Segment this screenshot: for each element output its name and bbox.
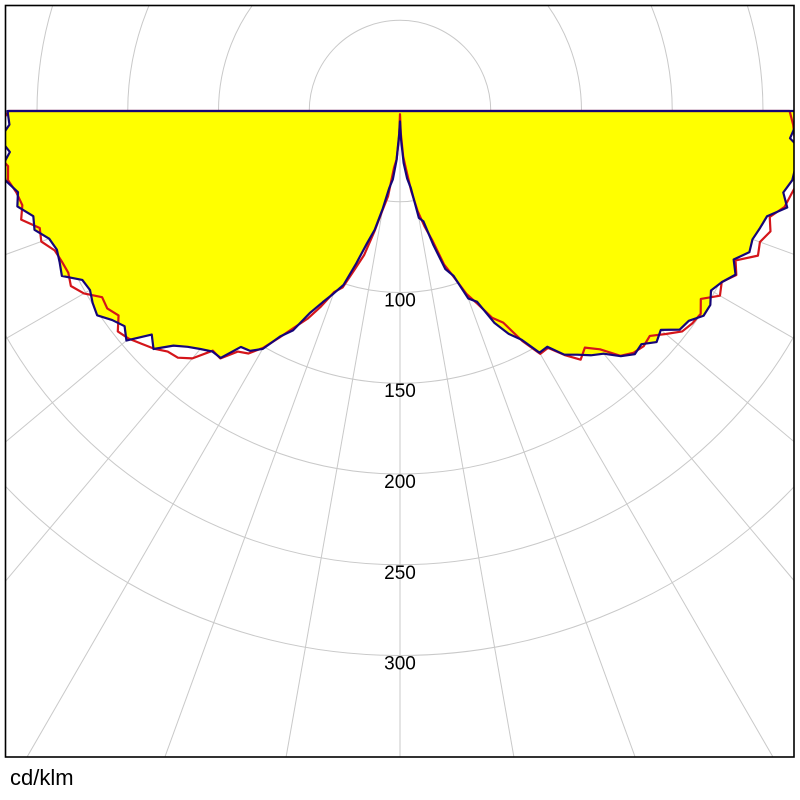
svg-text:250: 250 [384, 563, 416, 584]
svg-text:300: 300 [384, 654, 416, 675]
svg-text:150: 150 [384, 381, 416, 402]
svg-text:200: 200 [384, 472, 416, 493]
svg-text:cd/klm: cd/klm [10, 765, 74, 790]
svg-text:100: 100 [384, 291, 416, 312]
